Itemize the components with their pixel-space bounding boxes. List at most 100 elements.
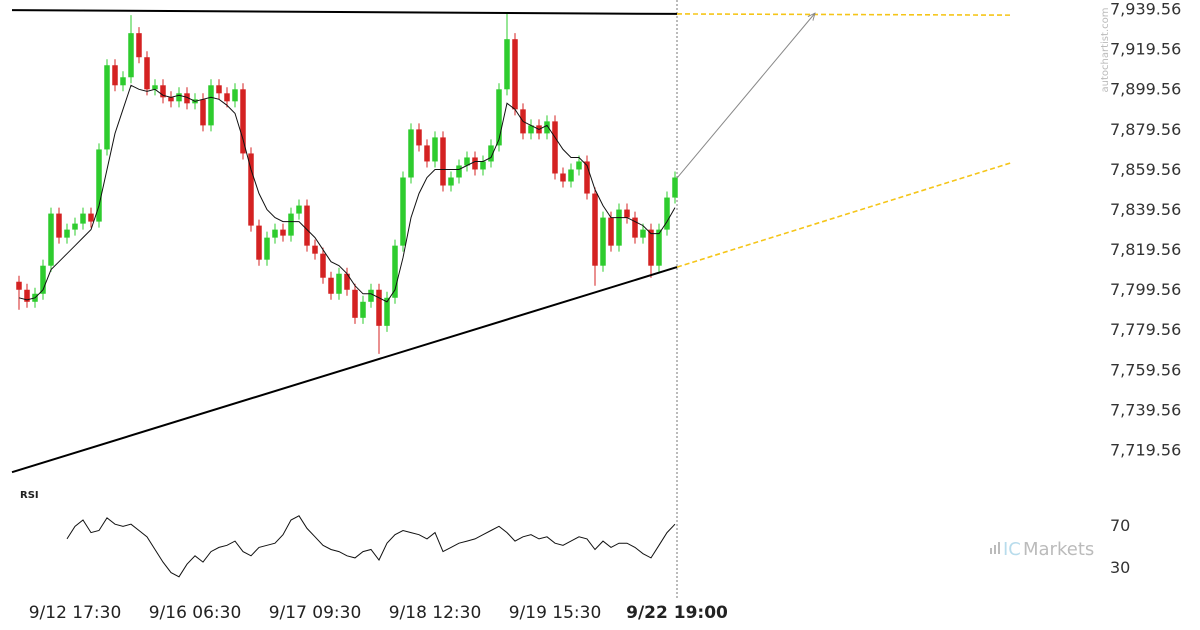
- candle-body: [288, 213, 294, 236]
- watermark: autochartist.com: [1100, 8, 1111, 93]
- candle-body: [88, 213, 94, 222]
- candle-body: [392, 245, 398, 298]
- y-tick-label: 7,879.56: [1110, 120, 1181, 139]
- candle-body: [48, 213, 54, 266]
- trend-line: [11, 266, 678, 474]
- candle-body: [424, 145, 430, 162]
- candle-body: [360, 301, 366, 318]
- candle-body: [592, 193, 598, 266]
- candle-body: [672, 177, 678, 198]
- candle-body: [336, 273, 342, 294]
- candle-body: [272, 229, 278, 238]
- candle-body: [328, 277, 334, 294]
- candle-body: [280, 229, 286, 236]
- logo-bar: [994, 545, 996, 554]
- candle-body: [256, 225, 262, 260]
- candle-body: [232, 89, 238, 102]
- candle-body: [464, 157, 470, 166]
- x-tick-label: 9/22 19:00: [626, 603, 728, 623]
- x-tick-label: 9/17 09:30: [269, 603, 362, 623]
- y-tick-label: 7,739.56: [1110, 400, 1181, 419]
- candle-body: [96, 149, 102, 222]
- candle-body: [104, 65, 110, 150]
- trend-line: [676, 13, 815, 179]
- candle-body: [656, 229, 662, 266]
- candle-body: [184, 93, 190, 104]
- logo-bar: [990, 548, 992, 554]
- candle-body: [512, 39, 518, 110]
- candle-body: [480, 161, 486, 170]
- candle-body: [240, 89, 246, 154]
- y-tick-label: 7,939.56: [1110, 0, 1181, 19]
- candle-body: [608, 217, 614, 246]
- candle-body: [368, 289, 374, 302]
- candle-body: [664, 197, 670, 230]
- x-tick-label: 9/19 15:30: [509, 603, 602, 623]
- candle-body: [648, 229, 654, 266]
- candle-body: [248, 153, 254, 226]
- candle-body: [560, 173, 566, 182]
- candle-body: [144, 57, 150, 90]
- candle-body: [568, 169, 574, 182]
- candle-body: [416, 129, 422, 146]
- x-tick-label: 9/12 17:30: [29, 603, 122, 623]
- candle-body: [24, 289, 30, 302]
- x-tick-label: 9/16 06:30: [149, 603, 242, 623]
- candle-body: [160, 85, 166, 98]
- candle-body: [264, 237, 270, 260]
- rsi-label: RSI: [20, 490, 39, 501]
- candle-body: [576, 161, 582, 170]
- candle-body: [64, 229, 70, 238]
- candle-body: [440, 137, 446, 186]
- candle-body: [216, 85, 222, 94]
- candle-body: [304, 205, 310, 246]
- candle-body: [600, 217, 606, 266]
- candle-body: [528, 125, 534, 134]
- candle-body: [472, 157, 478, 170]
- y-tick-label: 7,719.56: [1110, 440, 1181, 459]
- rsi-line: [66, 515, 676, 578]
- candle-body: [320, 253, 326, 278]
- y-tick-label: 7,799.56: [1110, 280, 1181, 299]
- candle-body: [128, 33, 134, 78]
- rsi-tick-label: 30: [1110, 558, 1130, 577]
- candle-body: [168, 97, 174, 102]
- candle-body: [72, 223, 78, 230]
- candle-body: [56, 213, 62, 238]
- candle-body: [544, 121, 550, 134]
- candle-body: [224, 93, 230, 102]
- y-tick-label: 7,899.56: [1110, 80, 1181, 99]
- candle-body: [16, 281, 22, 290]
- y-tick-label: 7,839.56: [1110, 200, 1181, 219]
- candle-body: [640, 229, 646, 238]
- y-tick-label: 7,859.56: [1110, 160, 1181, 179]
- x-tick-label: 9/18 12:30: [389, 603, 482, 623]
- candle-body: [400, 177, 406, 246]
- logo: IC Markets: [990, 539, 1094, 560]
- candle-body: [504, 39, 510, 90]
- y-tick-label: 7,919.56: [1110, 40, 1181, 59]
- candle-body: [208, 85, 214, 126]
- candle-body: [456, 165, 462, 178]
- logo-bar: [998, 542, 1000, 554]
- trend-line: [11, 9, 678, 15]
- y-tick-label: 7,819.56: [1110, 240, 1181, 259]
- candle-body: [136, 33, 142, 58]
- candle-body: [120, 77, 126, 86]
- rsi-tick-label: 70: [1110, 516, 1130, 535]
- candle-body: [376, 289, 382, 326]
- y-tick-label: 7,779.56: [1110, 320, 1181, 339]
- logo-name: Markets: [1023, 539, 1094, 560]
- candle-body: [152, 85, 158, 90]
- candle-body: [296, 205, 302, 214]
- candle-body: [352, 289, 358, 318]
- candle-body: [488, 145, 494, 162]
- candle-body: [80, 213, 86, 224]
- logo-prefix: IC: [1003, 539, 1021, 560]
- candle-body: [200, 99, 206, 126]
- candle-body: [176, 93, 182, 102]
- candle-body: [432, 137, 438, 162]
